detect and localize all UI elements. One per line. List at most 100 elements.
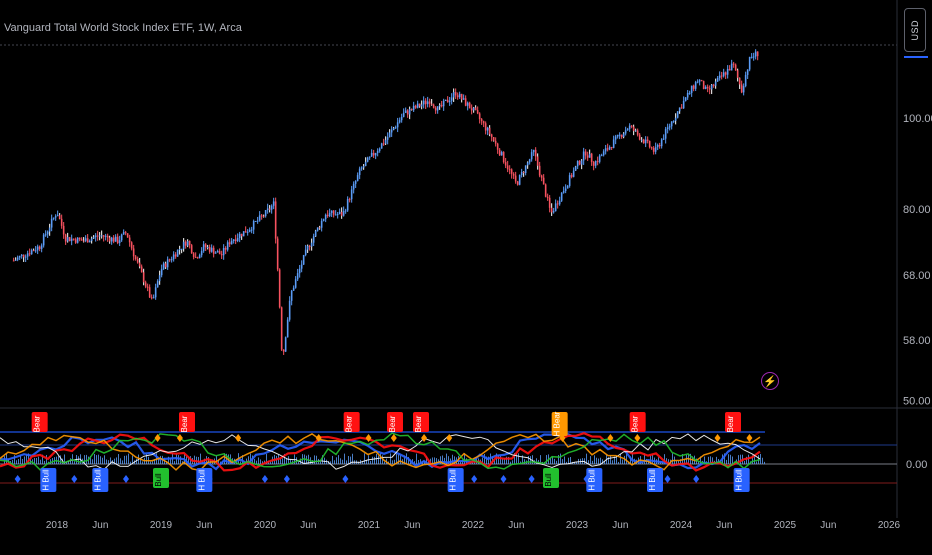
indicator-histogram-bar: [746, 456, 747, 464]
indicator-histogram-bar: [126, 455, 127, 464]
indicator-diamond: [365, 434, 372, 442]
indicator-histogram-bar: [764, 461, 765, 464]
candle-body: [514, 175, 517, 182]
indicator-histogram-bar: [592, 460, 593, 464]
candle-body: [664, 129, 667, 139]
candle-body: [542, 177, 545, 185]
indicator-histogram-bar: [522, 455, 523, 464]
candle-body: [620, 134, 623, 137]
candle-body: [148, 287, 151, 298]
candle-body: [288, 300, 291, 320]
indicator-histogram-bar: [414, 461, 415, 464]
indicator-histogram-bar: [90, 455, 91, 464]
candle-body: [164, 263, 167, 268]
indicator-line: [0, 433, 761, 471]
indicator-histogram-bar: [124, 455, 125, 464]
indicator-diamond: [154, 434, 161, 442]
candle-body: [606, 148, 609, 150]
candle-body: [298, 268, 301, 274]
candle-body: [598, 155, 601, 162]
signal-label-box: [92, 468, 109, 492]
indicator-histogram-bar: [652, 454, 653, 464]
candle-body: [600, 155, 603, 157]
indicator-histogram-bar: [94, 454, 95, 464]
time-tick-label: 2023: [566, 520, 589, 531]
candle-body: [198, 255, 201, 259]
indicator-line: [0, 433, 761, 472]
candle-body: [194, 256, 197, 258]
candle-body: [58, 215, 61, 219]
candle-body: [404, 110, 407, 113]
indicator-histogram-bar: [754, 455, 755, 464]
indicator-histogram-bar: [378, 455, 379, 464]
candle-body: [444, 99, 447, 101]
candle-body: [472, 107, 475, 111]
indicator-diamond: [14, 475, 21, 483]
candle-body: [236, 237, 239, 241]
time-tick-label: Jun: [92, 520, 108, 531]
candle-body: [102, 235, 105, 237]
candle-body: [40, 245, 43, 249]
indicator-histogram-bar: [258, 457, 259, 464]
indicator-histogram-bar: [568, 457, 569, 464]
indicator-histogram-bar: [536, 458, 537, 464]
candle-body: [442, 100, 445, 107]
indicator-histogram-bar: [22, 458, 23, 464]
candle-body: [578, 161, 581, 165]
indicator-histogram-bar: [122, 460, 123, 464]
currency-button[interactable]: USD: [904, 8, 926, 52]
lightning-icon[interactable]: ⚡: [761, 372, 779, 390]
candle-body: [706, 86, 709, 89]
candle-body: [414, 105, 417, 108]
candle-body: [490, 134, 493, 138]
candle-body: [56, 215, 59, 217]
indicator-histogram-bar: [152, 461, 153, 464]
candle-body: [648, 141, 651, 148]
signal-label-text: H Bull: [93, 469, 102, 491]
candle-body: [370, 152, 373, 157]
candle-body: [402, 112, 405, 117]
candle-body: [352, 183, 355, 190]
indicator-histogram-bar: [70, 458, 71, 464]
candle-body: [138, 262, 141, 267]
candle-body: [394, 127, 397, 129]
indicator-histogram-bar: [68, 461, 69, 464]
candle-body: [304, 249, 307, 255]
candle-body: [362, 166, 365, 168]
candle-body: [50, 218, 53, 228]
indicator-histogram-bar: [154, 459, 155, 464]
candle-body: [392, 128, 395, 130]
indicator-diamond: [123, 475, 130, 483]
indicator-histogram-bar: [290, 458, 291, 464]
candle-body: [718, 75, 721, 78]
indicator-histogram-bar: [110, 457, 111, 464]
candle-body: [498, 149, 501, 156]
indicator-histogram-bar: [704, 456, 705, 464]
candle-body: [534, 149, 537, 157]
signal-label-text: Bear: [631, 415, 640, 432]
candle-body: [662, 138, 665, 140]
candle-body: [380, 143, 383, 149]
indicator-histogram-bar: [254, 458, 255, 464]
candle-body: [226, 242, 229, 250]
candle-body: [246, 231, 249, 233]
candle-body: [752, 56, 755, 58]
indicator-histogram-bar: [672, 453, 673, 464]
candle-body: [46, 231, 49, 235]
indicator-histogram-bar: [394, 459, 395, 464]
candle-body: [330, 210, 333, 213]
indicator-histogram-bar: [664, 454, 665, 464]
indicator-histogram-bar: [78, 456, 79, 464]
indicator-histogram-bar: [334, 460, 335, 464]
candle-body: [324, 214, 327, 220]
candle-body: [390, 129, 393, 133]
candle-body: [166, 259, 169, 268]
signal-label-box: [343, 412, 360, 432]
candle-body: [366, 157, 369, 162]
candle-body: [510, 169, 513, 174]
candle-body: [754, 51, 757, 57]
candle-body: [196, 257, 199, 259]
candle-body: [122, 232, 125, 235]
candle-body: [602, 151, 605, 156]
